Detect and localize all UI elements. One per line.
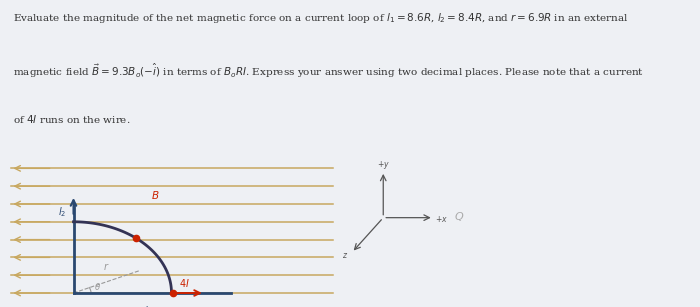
Text: $B$: $B$: [150, 189, 159, 201]
Text: $Q$: $Q$: [454, 210, 464, 223]
Text: $+x$: $+x$: [435, 214, 448, 224]
Text: $\theta$: $\theta$: [94, 281, 101, 292]
Text: $O$: $O$: [69, 305, 78, 307]
Text: $+y$: $+y$: [377, 159, 390, 171]
Text: $l_1$: $l_1$: [144, 305, 152, 307]
Text: $z$: $z$: [342, 251, 349, 261]
Text: magnetic field $\vec{B} = 9.3B_o(-\hat{i})$ in terms of $B_oRI$. Express your an: magnetic field $\vec{B} = 9.3B_o(-\hat{i…: [13, 62, 643, 80]
Text: Evaluate the magnitude of the net magnetic force on a current loop of $l_1 = 8.6: Evaluate the magnitude of the net magnet…: [13, 11, 628, 25]
Text: $r$: $r$: [103, 261, 109, 272]
Text: $4I$: $4I$: [178, 278, 189, 290]
Text: $l_2$: $l_2$: [57, 205, 66, 219]
Text: of $4I$ runs on the wire.: of $4I$ runs on the wire.: [13, 113, 130, 125]
